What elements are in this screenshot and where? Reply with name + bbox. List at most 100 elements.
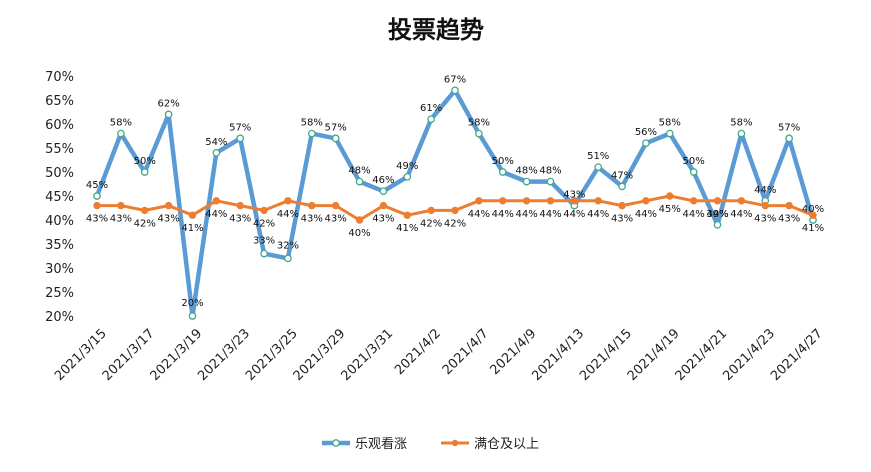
data-label: 32% (277, 240, 299, 251)
y-tick-label: 25% (45, 286, 74, 301)
series-0-point (522, 177, 531, 186)
data-label: 40% (348, 228, 370, 239)
data-label: 51% (587, 151, 609, 162)
series-1-point (260, 206, 268, 215)
series-1-point (403, 211, 411, 219)
data-label: 50% (683, 156, 705, 167)
x-tick-label: 2021/3/31 (338, 326, 396, 384)
data-label: 44% (277, 209, 299, 220)
series-1-point (141, 206, 149, 215)
data-label: 43% (229, 214, 251, 225)
data-label: 44% (468, 209, 490, 220)
data-label: 41% (181, 223, 203, 234)
series-0-point (642, 139, 650, 148)
data-label: 57% (229, 122, 251, 133)
data-label: 57% (325, 122, 347, 133)
y-tick-label: 60% (45, 118, 74, 133)
data-label: 62% (157, 98, 179, 109)
series-0-point (737, 129, 746, 138)
data-label: 41% (396, 223, 418, 234)
data-label: 48% (348, 166, 370, 177)
series-1-point (666, 192, 674, 200)
data-label: 40% (802, 204, 824, 215)
y-tick-label: 20% (45, 310, 74, 325)
data-label: 56% (635, 127, 657, 138)
data-label: 44% (635, 209, 657, 220)
data-label: 49% (396, 161, 418, 172)
data-label: 67% (444, 74, 466, 85)
series-0-point (236, 134, 245, 143)
y-tick-label: 55% (45, 142, 74, 157)
y-tick-label: 50% (45, 166, 74, 181)
series-1-point (546, 197, 555, 205)
data-label: 58% (659, 118, 681, 129)
series-0-point (379, 187, 388, 196)
series-1-point (689, 197, 698, 205)
series-0-point (117, 129, 125, 138)
data-label: 43% (754, 214, 776, 225)
series-0-point (188, 312, 197, 320)
series-1-point (308, 201, 316, 210)
series-1-point (188, 211, 197, 219)
x-axis: 2021/3/152021/3/172021/3/192021/3/232021… (52, 326, 826, 384)
y-tick-label: 45% (45, 190, 74, 205)
x-tick-label: 2021/4/27 (768, 326, 826, 384)
data-label: 39% (706, 209, 728, 220)
series-1-point (475, 197, 483, 205)
y-tick-label: 65% (45, 94, 74, 109)
series-0-point (140, 168, 149, 176)
series-0-point (713, 220, 722, 229)
x-tick-label: 2021/4/2 (392, 326, 444, 378)
series-1-point (212, 197, 221, 205)
data-label: 45% (659, 204, 681, 215)
legend-swatch-marker (451, 439, 459, 447)
data-label: 43% (325, 214, 347, 225)
data-label: 45% (86, 180, 108, 191)
series-line-0 (94, 88, 816, 319)
data-label: 42% (420, 218, 442, 229)
data-label: 43% (372, 214, 394, 225)
series-1-point (737, 197, 746, 205)
series-0-point (546, 177, 555, 186)
series-1-point (785, 201, 793, 210)
data-label: 44% (754, 185, 776, 196)
series-1-point (713, 197, 722, 205)
data-label: 48% (539, 166, 561, 177)
legend-swatch-marker (332, 439, 340, 447)
data-label: 43% (110, 214, 132, 225)
series-0-point (451, 86, 459, 95)
data-label: 44% (563, 209, 585, 220)
data-label: 58% (730, 118, 752, 129)
series-1-point (331, 201, 340, 210)
series-lines (93, 86, 817, 320)
data-label: 50% (492, 156, 514, 167)
legend-label: 满仓及以上 (474, 437, 539, 452)
data-label: 44% (492, 209, 514, 220)
data-label: 61% (420, 103, 442, 114)
series-0-point (785, 134, 793, 143)
data-label: 48% (515, 166, 537, 177)
data-label: 44% (706, 209, 728, 220)
legend: 乐观看涨 满仓及以上 (322, 436, 539, 452)
data-label: 43% (778, 214, 800, 225)
series-1-point (93, 201, 101, 210)
series-0-point (689, 168, 698, 176)
data-label: 44% (515, 209, 537, 220)
series-1-point (355, 216, 364, 224)
series-0-point (498, 168, 507, 176)
y-axis: 20% 25% 30% 35% 40% 45% 50% 55% 60% 65% 70% (45, 70, 74, 325)
data-label: 46% (372, 175, 394, 186)
data-label: 20% (181, 298, 203, 309)
data-label: 50% (134, 156, 156, 167)
series-1-point (642, 197, 650, 205)
data-label: 44% (683, 209, 705, 220)
y-tick-label: 70% (45, 70, 74, 85)
data-label: 42% (444, 218, 466, 229)
data-label: 44% (587, 209, 609, 220)
series-1-point (761, 201, 769, 210)
data-label: 57% (778, 122, 800, 133)
x-tick-label: 2021/4/7 (440, 326, 492, 378)
series-0-point (665, 129, 674, 138)
data-label: 33% (253, 236, 275, 247)
